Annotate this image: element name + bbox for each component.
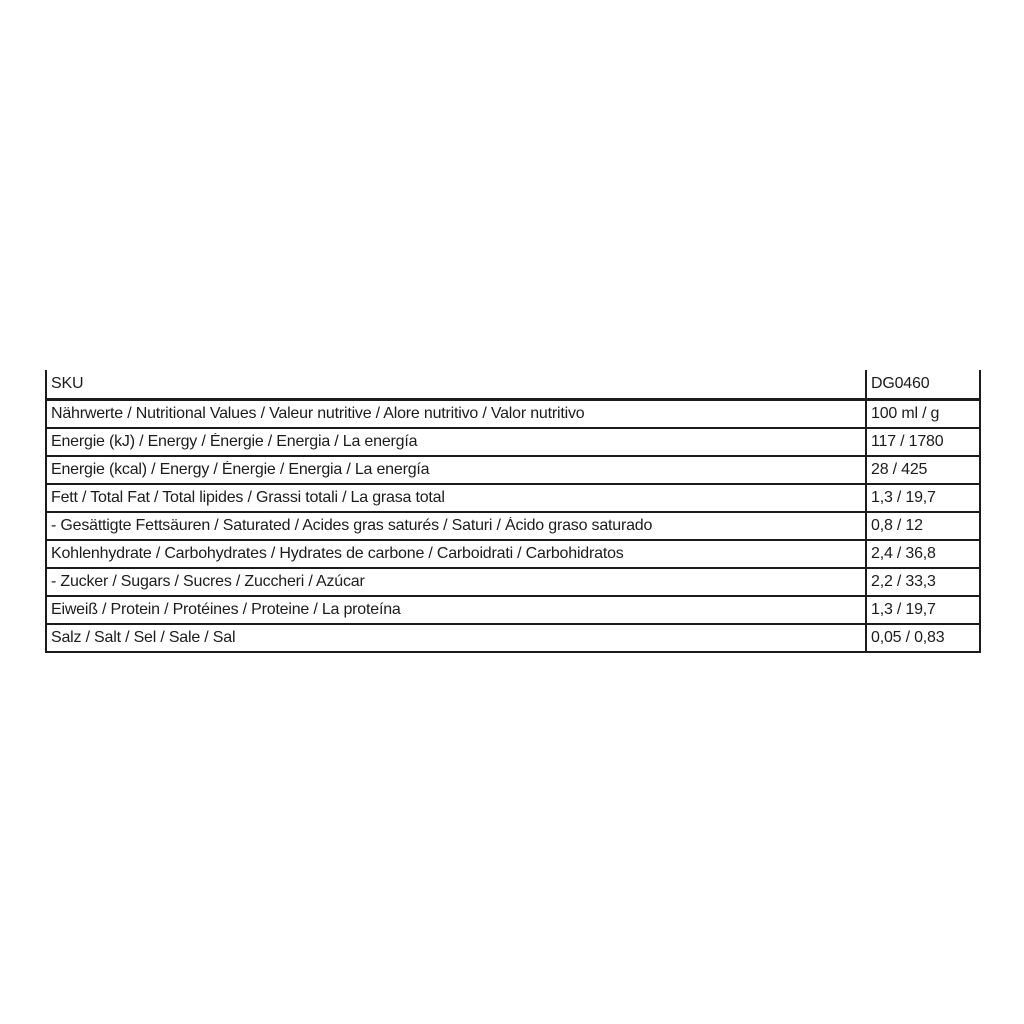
table-row: Fett / Total Fat / Total lipides / Grass… (47, 485, 979, 513)
table-row: Eiweiß / Protein / Protéines / Proteine … (47, 597, 979, 625)
nutrient-value: 28 / 425 (865, 457, 979, 483)
table-row: Energie (kcal) / Energy / Énergie / Ener… (47, 457, 979, 485)
table-row: Nährwerte / Nutritional Values / Valeur … (47, 401, 979, 429)
nutrient-value: 0,05 / 0,83 (865, 625, 979, 651)
nutrient-value: 0,8 / 12 (865, 513, 979, 539)
nutrient-label: Energie (kcal) / Energy / Énergie / Ener… (51, 461, 430, 478)
table-row: Kohlenhydrate / Carbohydrates / Hydrates… (47, 541, 979, 569)
nutrient-value: 1,3 / 19,7 (865, 485, 979, 511)
nutrient-value: 100 ml / g (865, 401, 979, 427)
nutrient-label: Salz / Salt / Sel / Sale / Sal (51, 629, 236, 646)
sku-header-label: SKU (51, 375, 84, 392)
nutrient-value: 2,2 / 33,3 (865, 569, 979, 595)
nutrient-label: Nährwerte / Nutritional Values / Valeur … (51, 405, 585, 422)
nutrient-value: 1,3 / 19,7 (865, 597, 979, 623)
table-row: - Gesättigte Fettsäuren / Saturated / Ac… (47, 513, 979, 541)
nutrition-values-table: SKU DG0460 Nährwerte / Nutritional Value… (45, 370, 981, 653)
nutrient-label: - Gesättigte Fettsäuren / Saturated / Ac… (51, 517, 653, 534)
nutrient-value: 117 / 1780 (865, 429, 979, 455)
nutrient-value: 2,4 / 36,8 (865, 541, 979, 567)
table-header-row: SKU DG0460 (47, 370, 979, 401)
nutrient-label: Eiweiß / Protein / Protéines / Proteine … (51, 601, 401, 618)
nutrient-label: - Zucker / Sugars / Sucres / Zuccheri / … (51, 573, 365, 590)
nutrient-label: Energie (kJ) / Energy / Énergie / Energi… (51, 433, 418, 450)
table-row: Salz / Salt / Sel / Sale / Sal 0,05 / 0,… (47, 625, 979, 653)
table-body: Nährwerte / Nutritional Values / Valeur … (47, 401, 979, 653)
sku-header-value: DG0460 (865, 370, 979, 398)
nutrient-label: Kohlenhydrate / Carbohydrates / Hydrates… (51, 545, 624, 562)
table-row: Energie (kJ) / Energy / Énergie / Energi… (47, 429, 979, 457)
table-row: - Zucker / Sugars / Sucres / Zuccheri / … (47, 569, 979, 597)
nutrient-label: Fett / Total Fat / Total lipides / Grass… (51, 489, 445, 506)
